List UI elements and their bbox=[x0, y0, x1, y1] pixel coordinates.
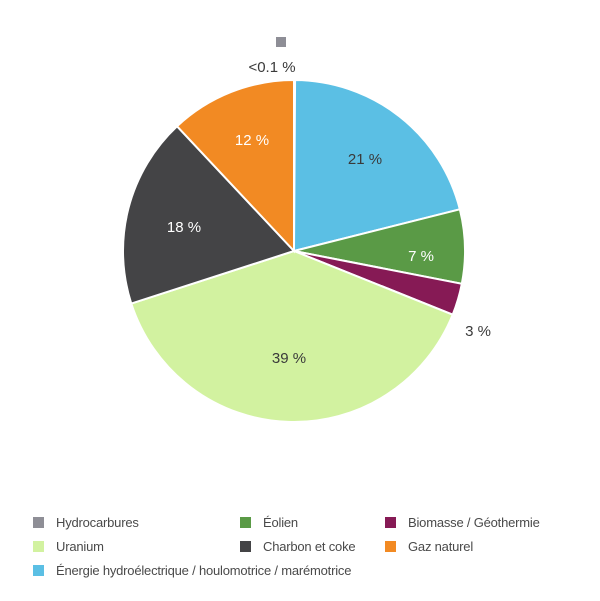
slice-value-label: 39 % bbox=[272, 350, 306, 367]
pie-slice[interactable] bbox=[122, 124, 296, 305]
legend-label: Hydrocarbures bbox=[56, 515, 139, 530]
legend-label: Énergie hydroélectrique / houlomotrice /… bbox=[56, 563, 352, 578]
legend-label: Charbon et coke bbox=[263, 539, 356, 554]
slice-value-label: 7 % bbox=[408, 248, 434, 265]
legend-item-charbon[interactable]: Charbon et coke bbox=[240, 539, 356, 554]
legend-item-hydrocarbures[interactable]: Hydrocarbures bbox=[33, 515, 139, 530]
pie-slice[interactable] bbox=[292, 78, 462, 253]
slice-value-label: 21 % bbox=[348, 151, 382, 168]
legend-item-eolien[interactable]: Éolien bbox=[240, 515, 298, 530]
legend-label: Biomasse / Géothermie bbox=[408, 515, 540, 530]
legend-swatch bbox=[385, 517, 396, 528]
slice-value-label: 12 % bbox=[235, 132, 269, 149]
pie-slice[interactable] bbox=[130, 249, 455, 423]
legend-item-gaz[interactable]: Gaz naturel bbox=[385, 539, 473, 554]
hydrocarbures-marker bbox=[276, 37, 286, 47]
slice-value-label: <0.1 % bbox=[248, 59, 295, 76]
legend-swatch bbox=[385, 541, 396, 552]
slice-value-label: 3 % bbox=[465, 323, 491, 340]
legend-swatch bbox=[240, 517, 251, 528]
pie-labels: <0.1 % 21 % 7 % 3 % 39 % 18 % 12 % bbox=[167, 37, 491, 367]
pie-slice[interactable] bbox=[175, 78, 295, 254]
pie-slices bbox=[122, 78, 466, 423]
legend-swatch bbox=[240, 541, 251, 552]
legend-swatch bbox=[33, 541, 44, 552]
legend-item-biomasse[interactable]: Biomasse / Géothermie bbox=[385, 515, 540, 530]
slice-value-label: 18 % bbox=[167, 219, 201, 236]
legend-label: Gaz naturel bbox=[408, 539, 474, 554]
legend-swatch bbox=[33, 565, 44, 576]
legend-label: Éolien bbox=[263, 515, 298, 530]
legend-item-hydroelectrique[interactable]: Énergie hydroélectrique / houlomotrice /… bbox=[33, 563, 351, 578]
legend-item-uranium[interactable]: Uranium bbox=[33, 539, 104, 554]
legend-label: Uranium bbox=[56, 539, 104, 554]
legend-swatch bbox=[33, 517, 44, 528]
